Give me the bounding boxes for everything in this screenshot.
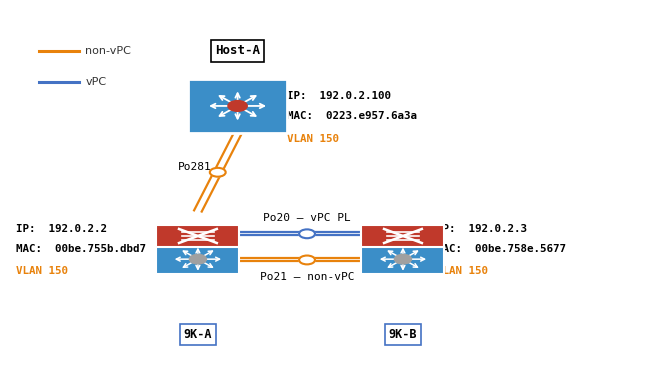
Text: Po281: Po281 (177, 162, 211, 172)
Circle shape (394, 254, 412, 264)
FancyBboxPatch shape (362, 225, 444, 247)
Circle shape (228, 101, 247, 111)
Text: IP:  192.0.2.2: IP: 192.0.2.2 (16, 224, 107, 234)
Text: VLAN 150: VLAN 150 (436, 266, 488, 276)
Text: Host-A: Host-A (215, 44, 260, 57)
Text: VLAN 150: VLAN 150 (16, 266, 68, 276)
Text: MAC:  0223.e957.6a3a: MAC: 0223.e957.6a3a (287, 111, 417, 122)
Text: non-vPC: non-vPC (85, 46, 131, 56)
Circle shape (189, 254, 207, 264)
Circle shape (299, 229, 315, 238)
Text: IP:  192.0.2.3: IP: 192.0.2.3 (436, 224, 527, 234)
Text: 9K-A: 9K-A (183, 328, 212, 341)
Text: MAC:  00be.755b.dbd7: MAC: 00be.755b.dbd7 (16, 244, 146, 254)
FancyBboxPatch shape (188, 79, 287, 134)
FancyBboxPatch shape (156, 244, 239, 274)
Circle shape (210, 168, 225, 177)
Text: IP:  192.0.2.100: IP: 192.0.2.100 (287, 91, 392, 101)
Text: vPC: vPC (85, 77, 107, 87)
FancyBboxPatch shape (362, 244, 444, 274)
Text: MAC:  00be.758e.5677: MAC: 00be.758e.5677 (436, 244, 566, 254)
Text: 9K-B: 9K-B (389, 328, 417, 341)
Text: Po20 – vPC PL: Po20 – vPC PL (263, 213, 351, 223)
Circle shape (299, 255, 315, 264)
Text: VLAN 150: VLAN 150 (287, 134, 340, 144)
Text: Po21 – non-vPC: Po21 – non-vPC (259, 272, 354, 282)
FancyBboxPatch shape (156, 225, 239, 247)
